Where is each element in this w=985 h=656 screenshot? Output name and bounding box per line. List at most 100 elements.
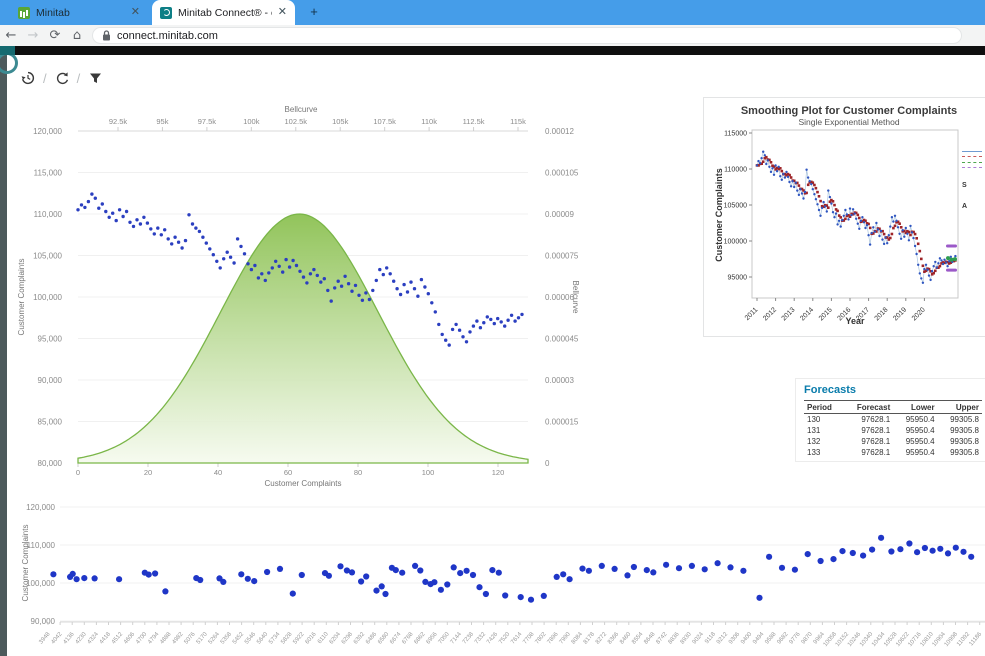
data-point <box>468 330 472 334</box>
tick-label: 4700 <box>135 631 149 646</box>
data-point <box>921 544 929 552</box>
data-point <box>839 548 846 555</box>
data-point <box>944 550 952 557</box>
data-point <box>264 568 271 576</box>
data-point <box>100 202 105 206</box>
data-point <box>131 224 136 229</box>
data-point <box>79 203 84 207</box>
tick-label: 85,000 <box>38 418 63 427</box>
data-point <box>409 280 413 284</box>
reload-icon[interactable]: ⟳ <box>49 28 61 43</box>
new-tab-button[interactable]: + <box>310 4 318 19</box>
legend-pi-swatch <box>962 167 982 168</box>
data-point <box>427 581 434 588</box>
data-point <box>399 569 406 576</box>
data-point <box>86 199 91 204</box>
data-point <box>69 570 76 578</box>
chart-toolbar: / / <box>20 68 103 88</box>
forecasts-cell: 95950.4 <box>905 437 935 446</box>
data-point <box>50 571 57 578</box>
home-icon[interactable]: ⌂ <box>72 28 82 43</box>
tick-label: 112.5k <box>463 117 485 126</box>
data-point <box>675 565 683 572</box>
tick-label: 6298 <box>341 631 355 646</box>
data-point <box>128 220 132 224</box>
tick-label: 120,000 <box>33 127 62 136</box>
data-point <box>423 285 427 289</box>
legend-forecasts-swatch <box>962 161 982 163</box>
tick-label: 0.00012 <box>545 127 574 136</box>
data-point <box>416 294 420 298</box>
data-point <box>193 575 200 582</box>
tick-label: 5264 <box>208 631 222 646</box>
tick-label: 0 <box>76 468 80 477</box>
browser-tab-minitab-connect[interactable]: Minitab Connect® - connect.min ✕ <box>152 0 295 25</box>
data-point <box>111 211 115 215</box>
data-point <box>364 291 368 295</box>
data-point <box>450 564 457 571</box>
tick-label: 0.00009 <box>545 210 574 219</box>
data-point <box>579 565 586 572</box>
data-point <box>246 262 250 266</box>
tick-label: 10528 <box>883 631 899 648</box>
filter-icon[interactable] <box>87 70 103 86</box>
data-point <box>197 576 204 584</box>
tick-label: 110k <box>421 117 437 126</box>
data-point <box>444 581 451 588</box>
data-point <box>152 570 159 577</box>
tab-label: Minitab <box>36 6 70 19</box>
toolbar-separator: / <box>76 70 81 86</box>
back-icon[interactable]: ← <box>5 28 17 43</box>
minitab-favicon <box>18 6 30 19</box>
forecasts-cell: 97628.1 <box>861 448 891 457</box>
data-point <box>287 265 292 269</box>
forecasts-cell: 95950.4 <box>905 426 935 435</box>
data-point <box>398 292 403 297</box>
data-point <box>385 266 389 270</box>
data-point <box>878 534 885 541</box>
app-avatar-ring[interactable] <box>0 52 18 74</box>
data-point <box>121 214 125 219</box>
data-point <box>253 263 257 268</box>
browser-tab-minitab[interactable]: Minitab ✕ <box>10 0 148 25</box>
refresh-icon[interactable] <box>54 70 70 86</box>
history-icon[interactable] <box>20 70 36 86</box>
legend-fits-swatch <box>962 156 982 157</box>
data-point <box>598 562 605 570</box>
tab-close-icon[interactable]: ✕ <box>130 6 140 18</box>
data-point <box>469 571 477 579</box>
data-point <box>138 222 143 226</box>
data-point <box>417 567 424 574</box>
tick-label: 9870 <box>801 631 815 646</box>
data-point <box>274 259 278 263</box>
data-point <box>350 289 354 293</box>
address-bar[interactable]: connect.minitab.com <box>92 27 962 44</box>
tab-close-icon[interactable]: ✕ <box>277 6 287 18</box>
tick-label: 7050 <box>438 631 452 646</box>
forecasts-cell: 97628.1 <box>861 426 891 435</box>
data-point <box>830 556 837 563</box>
tick-label: 95k <box>156 117 168 126</box>
forecasts-row: 131 97628.1 95950.4 99305.8 <box>804 425 982 436</box>
data-point <box>83 205 87 210</box>
data-point <box>180 246 184 250</box>
data-point <box>392 567 399 574</box>
legend-text-smoothing: S <box>962 182 967 189</box>
data-point <box>284 257 288 262</box>
data-point <box>159 233 163 237</box>
tick-label: 8460 <box>619 631 633 646</box>
tick-label: 4042 <box>50 631 64 646</box>
tick-label: 100k <box>243 117 260 126</box>
tick-label: 9306 <box>728 631 742 646</box>
forward-icon[interactable]: → <box>27 28 39 43</box>
data-point <box>256 276 261 280</box>
tick-label: Bellcurve <box>285 105 318 114</box>
data-point <box>566 576 573 583</box>
forecasts-panel: Forecasts Period Forecast Lower Upper 130 97… <box>795 378 985 462</box>
page-top-dark-bar <box>0 46 985 55</box>
tick-label: Bellcurve <box>571 281 580 314</box>
tick-label: 6862 <box>413 631 427 646</box>
tick-label: 9212 <box>716 631 730 646</box>
data-point <box>937 545 944 552</box>
data-point <box>321 570 329 577</box>
